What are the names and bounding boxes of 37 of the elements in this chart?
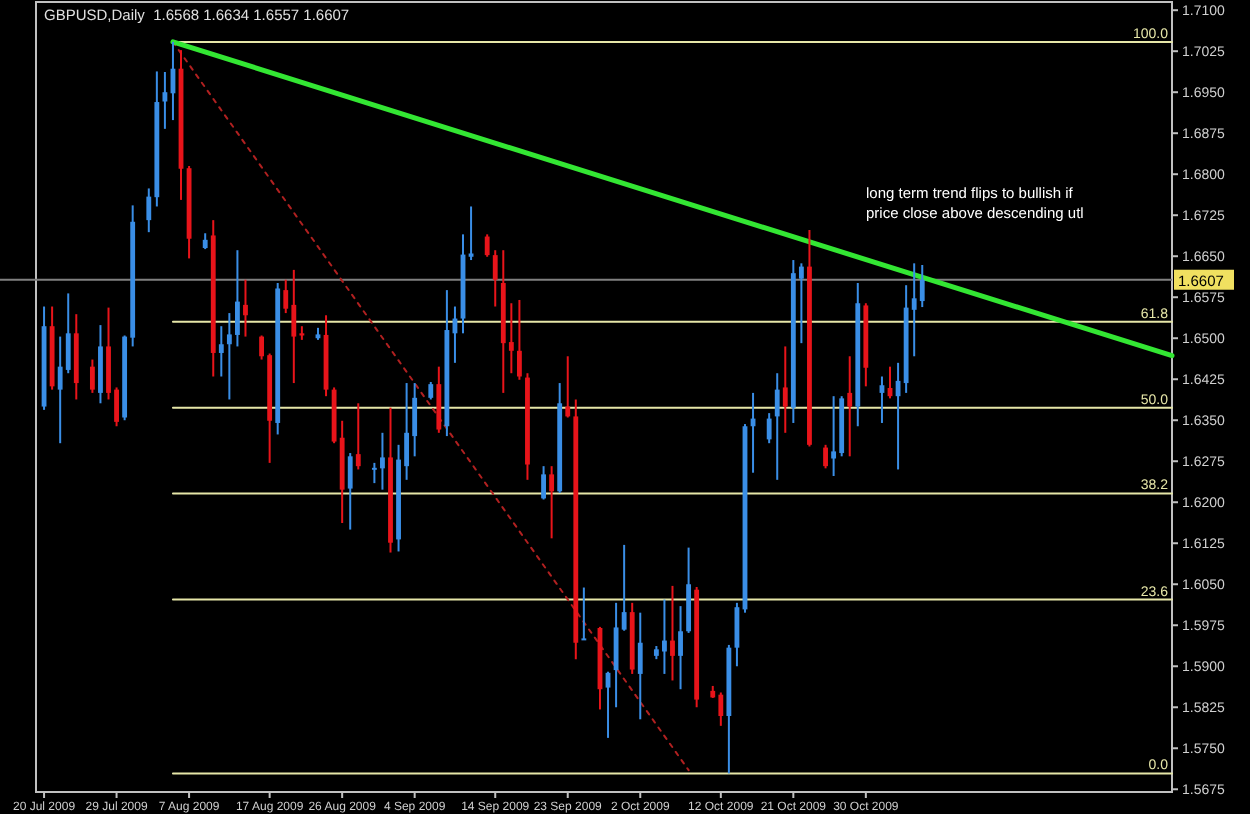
candlestick bbox=[484, 233, 490, 258]
candlestick bbox=[57, 335, 63, 445]
candlestick bbox=[718, 691, 724, 727]
candlestick bbox=[235, 249, 240, 348]
candlestick bbox=[98, 324, 103, 405]
candlestick bbox=[782, 345, 788, 434]
candlestick bbox=[355, 402, 361, 471]
candlestick bbox=[371, 461, 377, 485]
candlestick bbox=[678, 605, 683, 691]
candlestick bbox=[831, 395, 837, 477]
candlestick bbox=[823, 443, 828, 470]
candlestick bbox=[766, 412, 772, 445]
candlestick bbox=[919, 263, 925, 309]
candlestick bbox=[89, 358, 95, 394]
candlestick bbox=[637, 611, 643, 721]
candlestick bbox=[774, 372, 780, 481]
candlestick bbox=[565, 355, 571, 419]
candlestick bbox=[541, 465, 546, 501]
candlestick bbox=[347, 452, 353, 531]
candlestick bbox=[146, 187, 152, 234]
candlestick bbox=[686, 546, 692, 634]
candlestick bbox=[412, 382, 418, 458]
candlestick bbox=[436, 365, 442, 434]
candlestick bbox=[581, 586, 587, 641]
candlestick bbox=[380, 431, 385, 491]
candlestick bbox=[613, 601, 619, 709]
candlestick bbox=[492, 249, 498, 308]
candlestick bbox=[662, 598, 667, 675]
candlestick bbox=[670, 584, 675, 682]
candlestick bbox=[291, 268, 297, 385]
candlestick bbox=[847, 355, 853, 458]
candlestick bbox=[516, 298, 522, 381]
candlestick bbox=[162, 70, 168, 130]
candlestick bbox=[468, 205, 474, 262]
candlestick bbox=[218, 325, 224, 378]
candlestick bbox=[549, 465, 555, 540]
candlestick bbox=[243, 278, 248, 338]
